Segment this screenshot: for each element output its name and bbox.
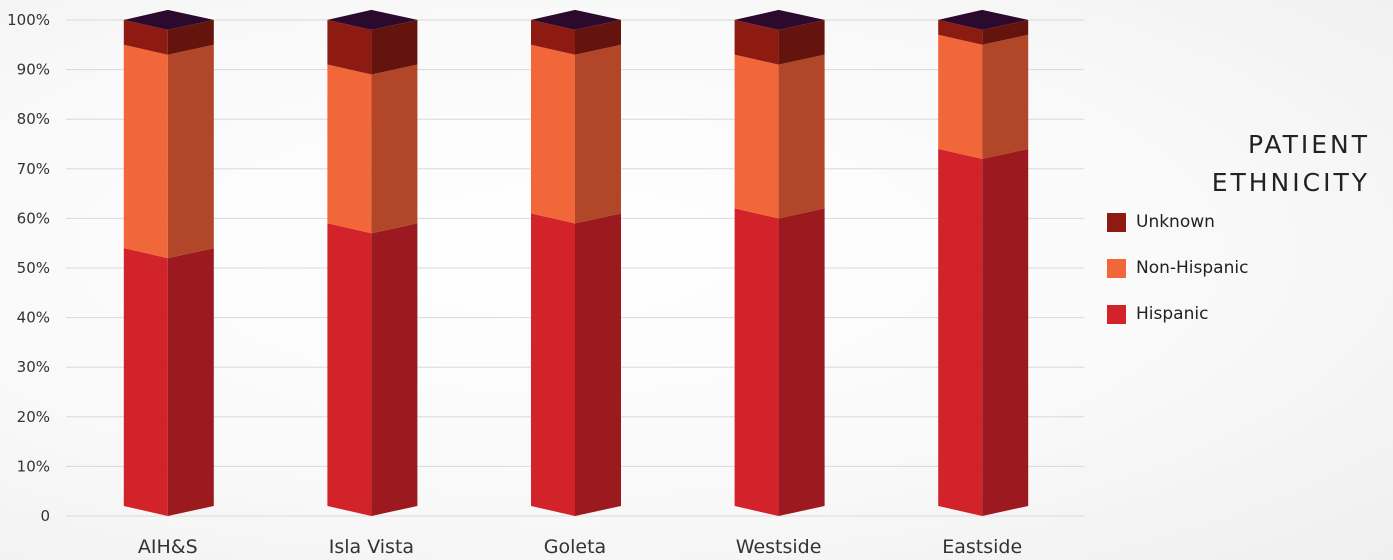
bar-segment-hispanic-aih-s [123,248,168,516]
x-tick-label-eastside: Eastside [942,536,1022,558]
bar-aih-s [123,9,214,516]
bar-segment-non-hispanic-westside-side [778,54,825,219]
legend-item-hispanic: Hispanic [1107,302,1248,326]
y-tick-label: 90% [17,61,50,79]
bar-segment-unknown-eastside [938,19,983,45]
legend-label-non-hispanic: Non-Hispanic [1136,258,1249,278]
legend-label-unknown: Unknown [1136,212,1215,232]
y-tick-label: 80% [17,110,50,128]
legend-swatch-hispanic [1107,304,1126,324]
y-tick-label: 40% [17,309,50,327]
chart-title: PATIENT ETHNICITY [1211,130,1370,197]
bar-segment-unknown-westside-side [778,19,825,65]
bar-segment-non-hispanic-westside [734,54,779,219]
bar-segment-hispanic-goleta [531,213,575,517]
bar-segment-hispanic-westside-side [778,208,825,516]
bar-segment-unknown-aih-s-side [167,19,214,55]
bar-segment-unknown-eastside-side [982,19,1029,45]
bar-top-eastside [938,9,1029,30]
bar-segment-hispanic-westside [734,208,779,516]
legend: Unknown Non-Hispanic Hispanic [1107,210,1248,348]
x-tick-label-isla-vista: Isla Vista [329,536,414,558]
bar-segment-non-hispanic-goleta [531,44,575,224]
y-tick-label: 100% [7,11,50,29]
x-tick-label-goleta: Goleta [544,536,606,558]
bar-segment-non-hispanic-eastside [938,34,983,159]
bar-segment-unknown-goleta [531,19,575,55]
bar-segment-unknown-isla-vista-side [371,19,418,75]
x-tick-label-westside: Westside [736,536,822,558]
legend-item-non-hispanic: Non-Hispanic [1107,256,1248,280]
bar-top-westside [734,9,825,30]
bar-segment-hispanic-eastside-side [982,148,1029,516]
bar-segment-non-hispanic-eastside-side [982,34,1029,159]
bar-goleta [531,9,621,517]
bar-segment-unknown-aih-s [123,19,168,55]
y-tick-label: 0 [40,507,50,525]
y-axis-ticks: 0 10% 20% 30% 40% 50% 60% 70% 80% 90% 100% [7,11,50,525]
bar-westside [734,9,825,516]
bar-segment-hispanic-isla-vista [327,223,372,516]
bar-segment-non-hispanic-aih-s-side [167,44,214,259]
y-tick-label: 30% [17,358,50,376]
bar-top-goleta [531,9,621,30]
bar-segment-unknown-westside [734,19,779,65]
bar-segment-non-hispanic-goleta-side [575,44,621,224]
bars [123,9,1029,517]
y-tick-label: 50% [17,259,50,277]
y-tick-label: 20% [17,408,50,426]
bar-segment-unknown-isla-vista [327,19,372,75]
bar-eastside [938,9,1029,516]
bar-top-aih-s [123,9,214,30]
bar-isla-vista [327,9,418,516]
legend-label-hispanic: Hispanic [1136,304,1209,324]
bar-segment-non-hispanic-isla-vista-side [371,64,418,234]
bar-segment-non-hispanic-isla-vista [327,64,372,234]
y-tick-label: 70% [17,160,50,178]
bar-segment-hispanic-eastside [938,148,983,516]
bar-segment-unknown-goleta-side [575,19,621,55]
bar-segment-non-hispanic-aih-s [123,44,168,259]
bar-top-isla-vista [327,9,418,30]
bar-segment-hispanic-goleta-side [575,213,621,517]
x-tick-label-aih-s: AIH&S [138,536,198,558]
y-tick-label: 10% [17,457,50,475]
bar-segment-hispanic-aih-s-side [167,248,214,516]
bar-segment-hispanic-isla-vista-side [371,223,418,516]
legend-swatch-unknown [1107,212,1126,232]
y-tick-label: 60% [17,209,50,227]
legend-item-unknown: Unknown [1107,210,1248,234]
legend-swatch-non-hispanic [1107,258,1126,278]
x-axis-labels: AIH&S Isla Vista Goleta Westside Eastside [138,536,1022,558]
